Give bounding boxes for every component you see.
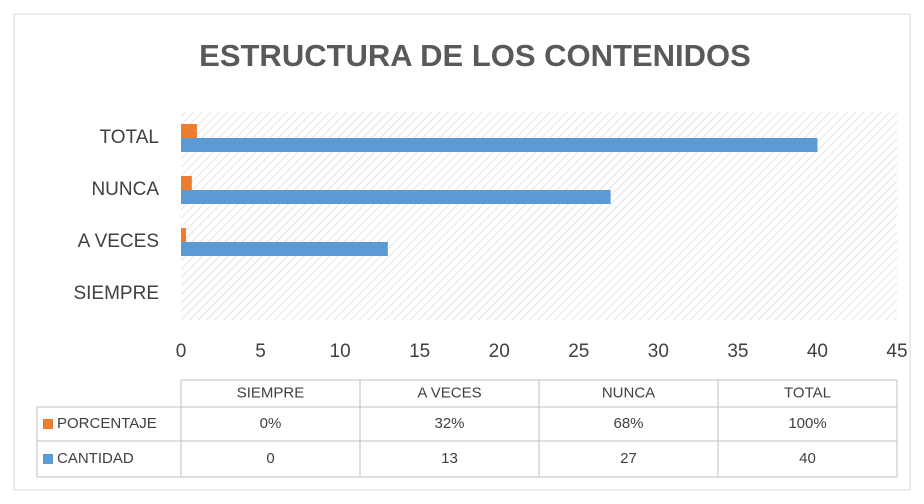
x-tick-label: 45 xyxy=(886,341,907,362)
table-header: TOTAL xyxy=(784,384,831,401)
x-tick-label: 15 xyxy=(409,341,430,362)
table-cell: 27 xyxy=(620,450,637,467)
table-header: A VECES xyxy=(417,384,481,401)
legend-label: PORCENTAJE xyxy=(57,415,157,432)
table-cell: 32% xyxy=(434,415,464,432)
legend-swatch xyxy=(43,454,53,464)
bar xyxy=(181,242,388,256)
x-tick-label: 0 xyxy=(176,341,187,362)
legend-label: CANTIDAD xyxy=(57,450,134,467)
x-tick-label: 25 xyxy=(568,341,589,362)
x-tick-label: 35 xyxy=(727,341,748,362)
x-tick-label: 40 xyxy=(807,341,828,362)
bar xyxy=(181,228,187,242)
legend-swatch xyxy=(43,419,53,429)
chart-title: ESTRUCTURA DE LOS CONTENIDOS xyxy=(199,38,751,73)
bar xyxy=(181,190,611,204)
table-cell: 13 xyxy=(441,450,458,467)
bar xyxy=(181,124,197,138)
table-header: NUNCA xyxy=(602,384,655,401)
x-tick-label: 10 xyxy=(330,341,351,362)
table-cell: 100% xyxy=(788,415,826,432)
table-cell: 0% xyxy=(260,415,282,432)
x-tick-label: 20 xyxy=(489,341,510,362)
y-tick-label: TOTAL xyxy=(100,127,159,148)
table-cell: 0 xyxy=(266,450,274,467)
table-cell: 68% xyxy=(613,415,643,432)
table-header: SIEMPRE xyxy=(237,384,305,401)
table-cell: 40 xyxy=(799,450,816,467)
x-tick-label: 5 xyxy=(255,341,266,362)
y-tick-label: A VECES xyxy=(78,231,159,252)
y-tick-label: SIEMPRE xyxy=(73,283,159,304)
y-tick-label: NUNCA xyxy=(91,179,159,200)
bar xyxy=(181,138,818,152)
x-tick-label: 30 xyxy=(648,341,669,362)
bar xyxy=(181,176,192,190)
